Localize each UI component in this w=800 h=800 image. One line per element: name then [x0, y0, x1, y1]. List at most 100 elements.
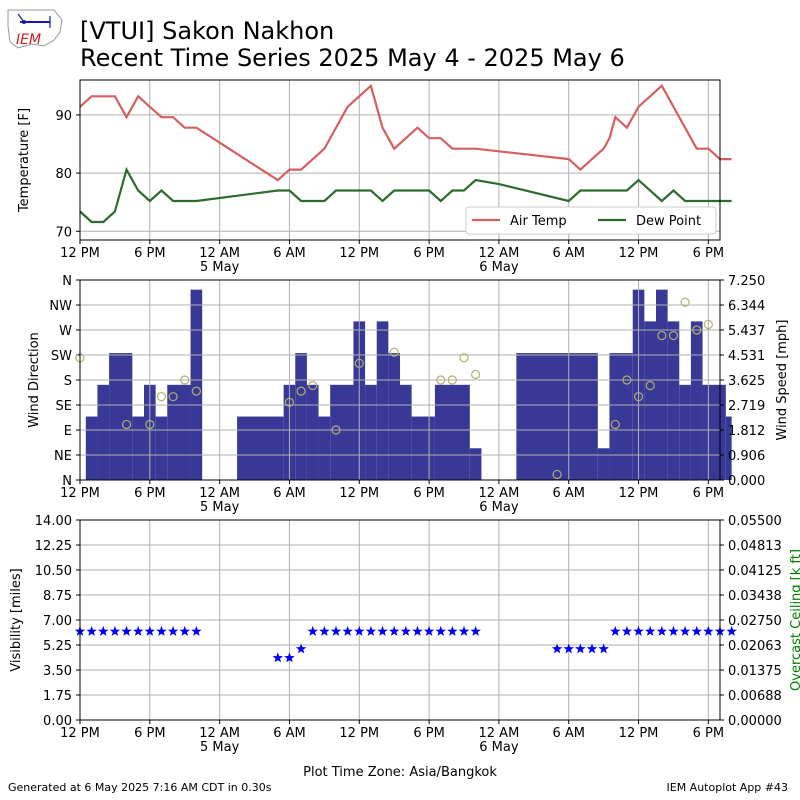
visibility-point	[551, 643, 563, 654]
visibility-point	[121, 625, 132, 636]
plot-frame	[79, 519, 721, 721]
wind-dir-point	[552, 469, 562, 480]
wind-dir-point	[436, 375, 446, 385]
wind-dir-point	[145, 419, 155, 430]
wind-direction-axis-label: Wind Direction	[27, 332, 42, 428]
visibility-point	[447, 625, 458, 636]
visibility-point	[412, 625, 423, 636]
visibility-point	[354, 625, 365, 636]
legend-box	[465, 206, 717, 235]
wind-dir-tick-label: N	[62, 474, 72, 489]
x-date-label: 5 May	[200, 260, 240, 275]
wind-speed-bar	[702, 384, 726, 480]
plot-frame	[79, 279, 721, 481]
legend-label-air-temp: Air Temp	[510, 214, 567, 229]
wind-speed-bar	[644, 321, 656, 480]
x-date-label: 5 May	[200, 500, 240, 515]
visibility-point	[144, 625, 155, 636]
wind-speed-bar	[400, 384, 412, 480]
wind-dir-tick-label: S	[64, 374, 72, 389]
wind-speed-bar	[516, 353, 598, 480]
x-tick-label: 6 AM	[552, 486, 585, 501]
visibility-point	[133, 625, 144, 636]
x-tick-label: 12 PM	[60, 726, 100, 741]
air-temp-line	[79, 83, 732, 182]
ceiling-tick-label: 0.04813	[728, 539, 782, 554]
visibility-tick-label: 12.25	[35, 539, 72, 554]
wind-dir-point	[645, 380, 655, 391]
ceiling-tick-label: 0.05500	[728, 514, 782, 529]
wind-dir-point	[284, 397, 295, 407]
x-tick-label: 12 AM	[479, 486, 520, 501]
y-tick-label: 70	[55, 225, 72, 240]
x-tick-label: 12 AM	[479, 246, 520, 261]
wind-dir-point	[180, 375, 190, 385]
wind-speed-axis-label: Wind Speed [mph]	[775, 320, 790, 441]
wind-dir-point	[657, 330, 667, 341]
wind-speed-bar	[469, 448, 482, 480]
visibility-point	[400, 625, 411, 636]
generated-note: Generated at 6 May 2025 7:16 AM CDT in 0…	[8, 781, 272, 794]
x-tick-label: 6 PM	[134, 486, 165, 501]
x-tick-label: 6 AM	[552, 246, 585, 261]
wind-speed-tick-label: 7.250	[728, 274, 765, 289]
chart-title: [VTUI] Sakon Nakhon	[80, 17, 335, 45]
wind-speed-tick-label: 5.437	[728, 324, 765, 339]
visibility-point	[458, 625, 470, 636]
wind-dir-point	[447, 375, 457, 385]
x-tick-label: 12 AM	[199, 726, 240, 741]
wind-speed-tick-label: 4.531	[728, 349, 765, 364]
wind-dir-tick-label: NW	[49, 299, 72, 314]
x-tick-label: 6 PM	[693, 486, 724, 501]
wind-speed-tick-label: 3.625	[728, 374, 765, 389]
x-tick-label: 6 PM	[413, 726, 444, 741]
wind-speed-bar	[109, 353, 133, 480]
wind-speed-bar	[97, 384, 110, 480]
visibility-point	[691, 625, 702, 636]
wind-speed-bar	[167, 384, 191, 480]
wind-dir-point	[633, 392, 644, 402]
y-tick-label: 90	[55, 109, 72, 124]
wind-dir-point	[692, 325, 702, 335]
visibility-point	[284, 652, 295, 663]
ceiling-tick-label: 0.02063	[728, 639, 782, 654]
wind-dir-point	[331, 425, 341, 435]
visibility-tick-label: 14.00	[35, 514, 72, 529]
x-tick-label: 6 PM	[134, 246, 165, 261]
ceiling-tick-label: 0.01375	[728, 664, 782, 679]
y-tick-label: 80	[55, 167, 72, 182]
visibility-point	[470, 625, 481, 636]
visibility-point	[191, 625, 202, 636]
wind-dir-point	[471, 369, 481, 380]
wind-dir-point	[610, 419, 620, 430]
wind-speed-tick-label: 0.000	[728, 474, 765, 489]
visibility-tick-label: 0.00	[43, 714, 72, 729]
visibility-point	[86, 625, 97, 636]
wind-dir-point	[703, 319, 713, 330]
visibility-point	[156, 625, 167, 636]
visibility-point	[621, 625, 633, 636]
x-tick-label: 12 PM	[60, 486, 100, 501]
wind-dir-tick-label: NE	[54, 449, 72, 464]
wind-speed-bar	[155, 416, 168, 480]
visibility-point	[295, 643, 307, 654]
wind-dir-tick-label: SE	[56, 399, 72, 414]
x-tick-label: 12 PM	[619, 246, 659, 261]
wind-speed-bar	[411, 416, 435, 480]
ceiling-tick-label: 0.04125	[728, 564, 782, 579]
visibility-point	[598, 643, 609, 654]
visibility-tick-label: 1.75	[43, 689, 72, 704]
x-axis-label: Plot Time Zone: Asia/Bangkok	[303, 765, 497, 780]
wind-speed-tick-label: 2.719	[728, 399, 765, 414]
wind-dir-point	[296, 386, 306, 396]
visibility-tick-label: 7.00	[43, 614, 72, 629]
wind-dir-point	[680, 297, 690, 307]
visibility-point	[272, 652, 283, 663]
ceiling-tick-label: 0.00688	[728, 689, 782, 704]
visibility-point	[586, 643, 598, 654]
visibility-point	[575, 643, 586, 654]
visibility-point	[668, 625, 679, 636]
visibility-point	[167, 625, 179, 636]
x-tick-label: 12 AM	[479, 726, 520, 741]
